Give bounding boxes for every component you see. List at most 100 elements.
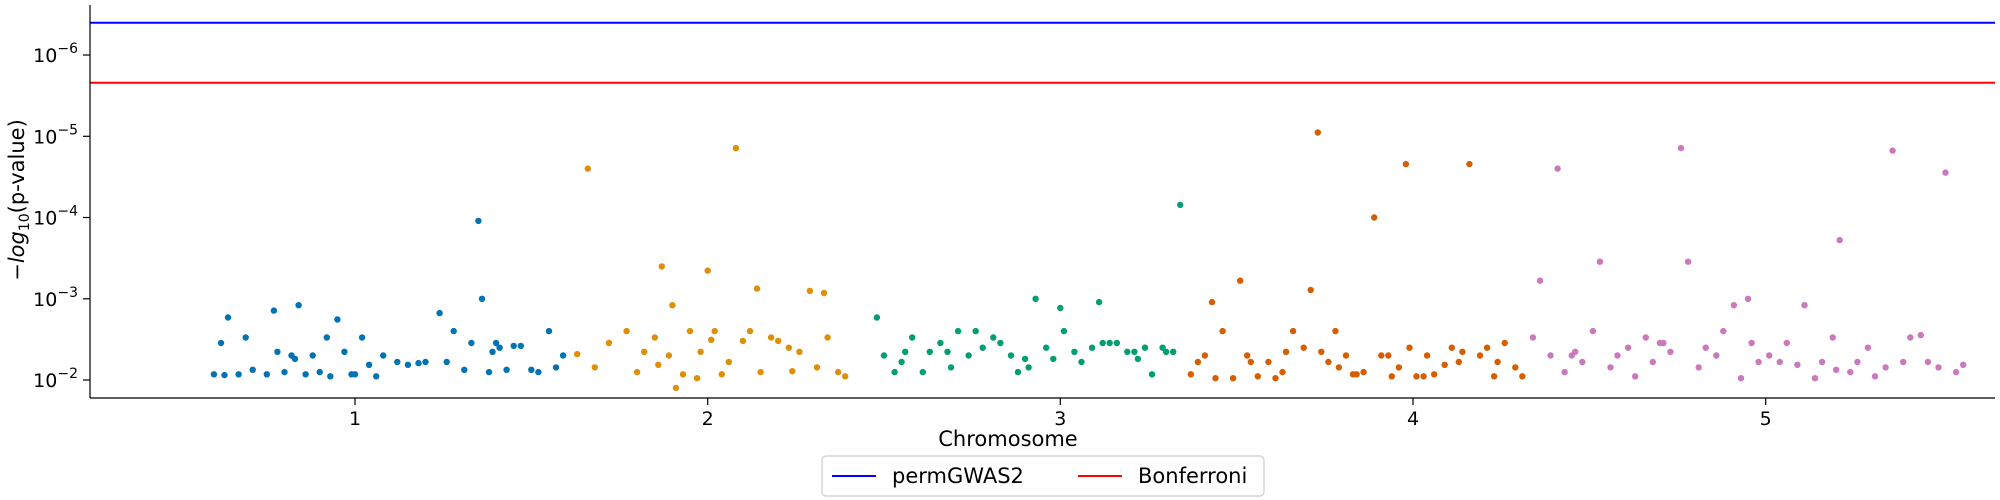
data-point-chr1 <box>274 348 281 355</box>
data-point-chr2 <box>820 289 828 297</box>
data-point-chr2 <box>789 368 796 375</box>
data-point-chr5 <box>1737 375 1745 382</box>
data-point-chr3 <box>944 348 951 355</box>
data-point-chr1 <box>235 371 242 378</box>
data-point-chr1 <box>323 334 330 341</box>
data-point-chr5 <box>1952 368 1960 376</box>
data-point-chr4 <box>1490 373 1498 380</box>
data-point-chr4 <box>1466 160 1473 168</box>
data-point-chr5 <box>1766 352 1773 359</box>
data-point-chr1 <box>436 309 443 317</box>
data-point-chr4 <box>1314 129 1322 136</box>
data-point-chr4 <box>1244 352 1251 359</box>
data-point-chr1 <box>496 344 503 351</box>
data-point-chr4 <box>1247 358 1255 366</box>
data-point-chr4 <box>1254 373 1262 380</box>
data-point-chr1 <box>404 361 412 368</box>
data-point-chr5 <box>1924 358 1932 366</box>
x-tick-label: 5 <box>1760 408 1772 430</box>
data-point-chr2 <box>796 348 803 355</box>
data-point-chr1 <box>358 334 366 341</box>
data-point-chr1 <box>217 339 225 347</box>
data-point-chr1 <box>327 373 334 380</box>
data-point-chr2 <box>655 361 662 368</box>
data-point-chr3 <box>926 348 933 355</box>
data-point-chr1 <box>528 366 535 373</box>
data-point-chr5 <box>1748 339 1755 347</box>
data-point-chr4 <box>1349 371 1357 378</box>
data-point-chr3 <box>1050 355 1057 363</box>
data-point-chr4 <box>1335 364 1343 371</box>
data-point-chr2 <box>725 358 732 366</box>
data-point-chr2 <box>806 287 814 295</box>
data-point-chr5 <box>1596 258 1604 265</box>
data-point-chr1 <box>535 368 542 376</box>
data-point-chr1 <box>475 217 482 225</box>
data-point-chr1 <box>545 327 553 335</box>
data-point-chr2 <box>711 327 718 335</box>
data-point-chr2 <box>739 337 747 345</box>
data-point-chr5 <box>1882 364 1889 371</box>
data-point-chr1 <box>461 366 468 373</box>
data-point-chr2 <box>732 144 740 152</box>
data-point-chr5 <box>1854 358 1861 366</box>
data-point-chr2 <box>686 327 694 335</box>
y-axis-ticks: 10−6 10−5 10−4 10−3 10−2 <box>33 41 90 392</box>
data-point-chr2 <box>641 348 648 355</box>
data-point-chr1 <box>443 358 450 366</box>
data-point-chr4 <box>1208 298 1216 306</box>
data-point-chr2 <box>708 336 715 343</box>
data-point-chr5 <box>1713 352 1720 359</box>
data-point-chr3 <box>965 352 972 359</box>
x-tick-label: 1 <box>349 408 361 430</box>
data-point-chr4 <box>1455 358 1463 366</box>
data-point-chr5 <box>1720 327 1727 335</box>
data-point-chr5 <box>1864 344 1872 351</box>
data-point-chr2 <box>665 352 673 359</box>
x-tick-label: 4 <box>1407 408 1419 430</box>
data-point-chr1 <box>224 314 232 321</box>
data-point-chr4 <box>1212 375 1219 382</box>
y-tick-label: 10−4 <box>33 204 78 230</box>
data-point-chr3 <box>972 327 979 335</box>
data-point-chr3 <box>947 364 955 371</box>
data-point-chr1 <box>316 368 323 376</box>
data-point-chr4 <box>1187 371 1195 378</box>
data-point-chr1 <box>309 352 316 359</box>
data-point-chr4 <box>1289 327 1297 335</box>
data-point-chr3 <box>1078 358 1085 366</box>
legend-frame <box>821 455 1265 497</box>
data-point-chr1 <box>221 371 228 379</box>
data-point-chr5 <box>1554 165 1561 172</box>
data-point-chr4 <box>1406 344 1413 351</box>
data-point-chr5 <box>1794 361 1801 368</box>
data-point-chr4 <box>1483 344 1491 351</box>
y-tick-label: 10−6 <box>33 41 78 67</box>
y-axis-label: −log10(p-value) <box>5 119 33 281</box>
data-point-chr3 <box>1113 339 1121 347</box>
data-point-chr5 <box>1529 334 1537 341</box>
data-point-chr3 <box>1043 344 1050 351</box>
data-point-chr1 <box>503 366 510 373</box>
data-point-chr4 <box>1423 352 1431 359</box>
data-point-chr1 <box>489 348 496 355</box>
data-point-chr1 <box>365 361 373 368</box>
data-point-chr3 <box>1007 352 1015 359</box>
data-point-chr3 <box>1032 295 1039 302</box>
x-axis-label: Chromosome <box>938 427 1077 451</box>
data-point-chr4 <box>1402 160 1410 168</box>
data-point-chr5 <box>1960 361 1967 368</box>
data-point-chr3 <box>1060 327 1068 335</box>
data-point-chr3 <box>1088 344 1096 351</box>
data-point-chr2 <box>835 368 842 376</box>
data-point-chr4 <box>1325 358 1332 366</box>
data-point-chr1 <box>415 359 422 367</box>
data-point-chr4 <box>1519 373 1526 380</box>
data-point-chr1 <box>242 334 249 341</box>
data-point-chr4 <box>1395 364 1403 371</box>
data-point-chr4 <box>1501 339 1508 347</box>
data-point-chr4 <box>1201 352 1209 359</box>
data-point-chr1 <box>263 371 270 378</box>
data-point-chr5 <box>1695 364 1702 371</box>
data-point-chr4 <box>1279 368 1286 376</box>
